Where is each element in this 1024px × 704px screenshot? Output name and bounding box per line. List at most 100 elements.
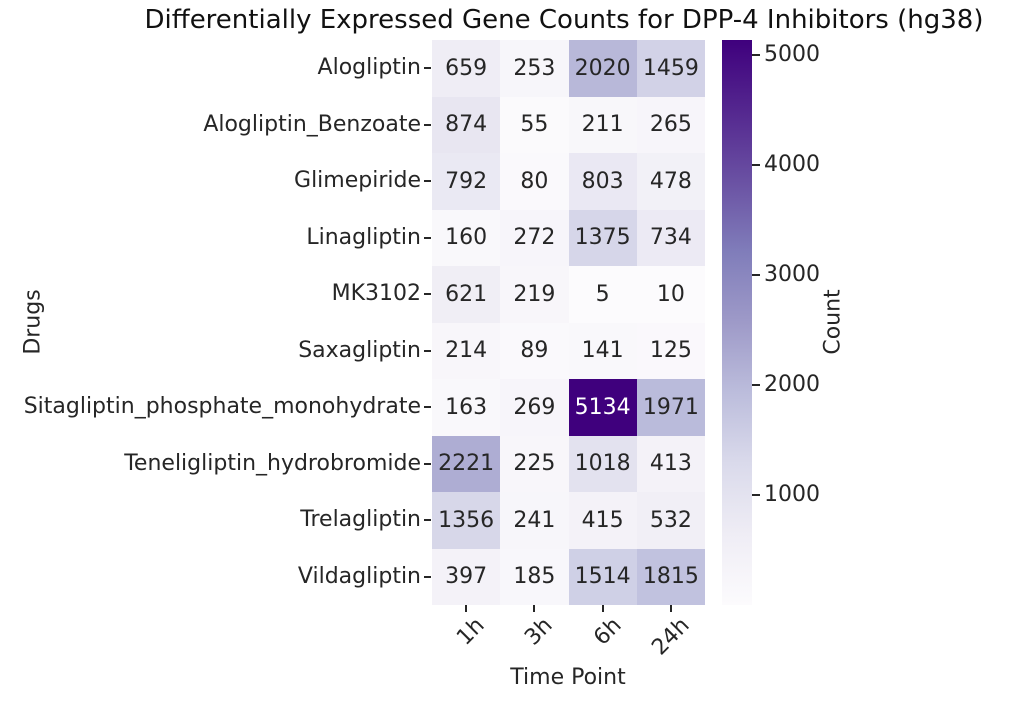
heatmap-cell: 211 bbox=[568, 96, 637, 153]
row-label: Trelagliptin bbox=[300, 507, 421, 533]
cell-value: 1375 bbox=[574, 225, 631, 251]
row-label: Alogliptin_Benzoate bbox=[203, 111, 421, 137]
heatmap-cell: 125 bbox=[636, 322, 705, 379]
y-tick-mark bbox=[424, 180, 431, 183]
heatmap-cell: 659 bbox=[432, 40, 501, 97]
cell-value: 803 bbox=[581, 168, 624, 194]
row-label: Saxagliptin bbox=[298, 337, 421, 363]
cell-value: 2020 bbox=[574, 55, 631, 81]
cell-value: 80 bbox=[520, 168, 549, 194]
cell-value: 185 bbox=[513, 564, 556, 590]
cell-value: 214 bbox=[445, 338, 488, 364]
heatmap-grid: 659 253 2020 1459 874 55 211 265 792 80 803 478 160 2… bbox=[432, 40, 705, 605]
colorbar-tick-mark bbox=[752, 53, 760, 56]
cell-value: 5134 bbox=[574, 394, 631, 420]
y-tick-mark bbox=[424, 575, 431, 578]
cell-value: 478 bbox=[649, 168, 692, 194]
colorbar-tick-label: 1000 bbox=[764, 482, 820, 508]
y-tick-mark bbox=[424, 293, 431, 296]
cell-value: 2221 bbox=[438, 451, 495, 477]
colorbar-tick-mark bbox=[752, 274, 760, 277]
heatmap-cell: 163 bbox=[432, 379, 501, 436]
heatmap-cell: 80 bbox=[500, 153, 569, 210]
column-label: 3h bbox=[520, 613, 559, 651]
heatmap-cell: 272 bbox=[500, 209, 569, 266]
y-tick-mark bbox=[424, 462, 431, 465]
heatmap-cell: 185 bbox=[500, 548, 569, 605]
heatmap-cell: 1459 bbox=[636, 40, 705, 97]
cell-value: 413 bbox=[649, 451, 692, 477]
heatmap-cell: 241 bbox=[500, 492, 569, 549]
heatmap-cell: 269 bbox=[500, 379, 569, 436]
row-label: Alogliptin bbox=[317, 55, 421, 81]
cell-value: 792 bbox=[445, 168, 488, 194]
heatmap-cell: 2221 bbox=[432, 435, 501, 492]
heatmap-cell: 1971 bbox=[636, 379, 705, 436]
heatmap-cell: 413 bbox=[636, 435, 705, 492]
heatmap-cell: 5134 bbox=[568, 379, 637, 436]
cell-value: 265 bbox=[649, 112, 692, 138]
heatmap-cell: 160 bbox=[432, 209, 501, 266]
heatmap-cell: 792 bbox=[432, 153, 501, 210]
heatmap-cell: 265 bbox=[636, 96, 705, 153]
colorbar-tick-label: 2000 bbox=[764, 372, 820, 398]
heatmap-cell: 1356 bbox=[432, 492, 501, 549]
row-label: Linagliptin bbox=[306, 224, 421, 250]
row-label: MK3102 bbox=[331, 281, 421, 307]
colorbar-title: Count bbox=[820, 289, 846, 355]
heatmap-cell: 1375 bbox=[568, 209, 637, 266]
cell-value: 160 bbox=[445, 225, 488, 251]
heatmap-cell: 55 bbox=[500, 96, 569, 153]
heatmap-cell: 10 bbox=[636, 266, 705, 323]
heatmap-cell: 478 bbox=[636, 153, 705, 210]
colorbar-tick-mark bbox=[752, 163, 760, 166]
cell-value: 1459 bbox=[642, 55, 699, 81]
x-tick-mark bbox=[465, 605, 468, 612]
cell-value: 1971 bbox=[642, 394, 699, 420]
y-tick-mark bbox=[424, 406, 431, 409]
y-tick-mark bbox=[424, 67, 431, 70]
heatmap-cell: 734 bbox=[636, 209, 705, 266]
heatmap-cell: 1018 bbox=[568, 435, 637, 492]
y-tick-mark bbox=[424, 236, 431, 239]
colorbar-tick-mark bbox=[752, 494, 760, 497]
cell-value: 89 bbox=[520, 338, 549, 364]
cell-value: 1356 bbox=[438, 507, 495, 533]
row-label: Vildagliptin bbox=[297, 563, 421, 589]
row-label: Glimepiride bbox=[294, 168, 421, 194]
cell-value: 211 bbox=[581, 112, 624, 138]
heatmap-cell: 89 bbox=[500, 322, 569, 379]
heatmap-cell: 1514 bbox=[568, 548, 637, 605]
cell-value: 141 bbox=[581, 338, 624, 364]
heatmap-cell: 532 bbox=[636, 492, 705, 549]
colorbar-gradient bbox=[722, 40, 752, 605]
heatmap-cell: 253 bbox=[500, 40, 569, 97]
cell-value: 1514 bbox=[574, 564, 631, 590]
heatmap-cell: 1815 bbox=[636, 548, 705, 605]
cell-value: 734 bbox=[649, 225, 692, 251]
cell-value: 5 bbox=[595, 281, 610, 307]
heatmap-cell: 621 bbox=[432, 266, 501, 323]
x-tick-mark bbox=[533, 605, 536, 612]
heatmap-cell: 415 bbox=[568, 492, 637, 549]
cell-value: 253 bbox=[513, 55, 556, 81]
y-axis-title: Drugs bbox=[20, 289, 46, 355]
y-tick-mark bbox=[424, 519, 431, 522]
cell-value: 415 bbox=[581, 507, 624, 533]
row-label: Teneligliptin_hydrobromide bbox=[124, 450, 421, 476]
column-label: 24h bbox=[647, 613, 695, 661]
y-tick-mark bbox=[424, 349, 431, 352]
colorbar-tick-label: 5000 bbox=[764, 41, 820, 67]
heatmap-cell: 803 bbox=[568, 153, 637, 210]
x-tick-mark bbox=[669, 605, 672, 612]
heatmap-cell: 141 bbox=[568, 322, 637, 379]
heatmap-cell: 397 bbox=[432, 548, 501, 605]
heatmap-cell: 219 bbox=[500, 266, 569, 323]
heatmap-cell: 2020 bbox=[568, 40, 637, 97]
cell-value: 532 bbox=[649, 507, 692, 533]
x-tick-mark bbox=[601, 605, 604, 612]
colorbar-tick-mark bbox=[752, 384, 760, 387]
row-label: Sitagliptin_phosphate_monohydrate bbox=[23, 394, 421, 420]
cell-value: 659 bbox=[445, 55, 488, 81]
colorbar-tick-label: 4000 bbox=[764, 151, 820, 177]
